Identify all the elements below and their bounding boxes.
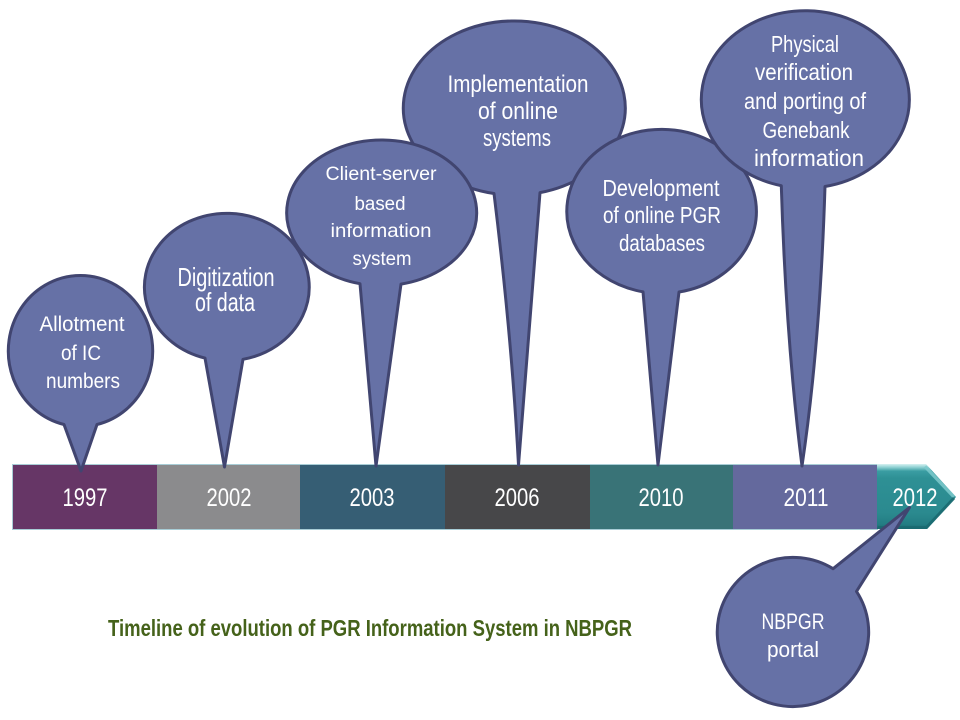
- svg-text:systems: systems: [483, 125, 551, 152]
- svg-text:2010: 2010: [639, 484, 684, 512]
- svg-text:portal: portal: [767, 637, 819, 662]
- svg-text:2002: 2002: [207, 484, 252, 512]
- svg-text:Timeline of evolution of PGR I: Timeline of evolution of PGR Information…: [108, 615, 632, 641]
- svg-text:numbers: numbers: [46, 370, 120, 393]
- svg-text:Physical: Physical: [771, 31, 839, 57]
- svg-text:databases: databases: [619, 230, 705, 256]
- svg-text:of online: of online: [478, 98, 558, 125]
- svg-text:2003: 2003: [350, 484, 395, 512]
- svg-text:NBPGR: NBPGR: [762, 609, 825, 634]
- svg-text:information: information: [331, 221, 432, 242]
- svg-text:of data: of data: [195, 287, 255, 317]
- svg-text:Client-server: Client-server: [326, 164, 438, 185]
- svg-text:Development: Development: [603, 175, 721, 201]
- svg-text:Digitization: Digitization: [178, 262, 275, 292]
- svg-text:based: based: [355, 194, 406, 215]
- svg-text:information: information: [754, 145, 864, 171]
- svg-text:system: system: [353, 249, 412, 270]
- svg-text:2006: 2006: [495, 484, 540, 512]
- svg-text:2011: 2011: [784, 484, 829, 512]
- svg-text:verification: verification: [755, 59, 853, 85]
- svg-text:of online PGR: of online PGR: [603, 202, 721, 228]
- svg-text:1997: 1997: [63, 484, 108, 512]
- svg-text:Implementation: Implementation: [448, 71, 589, 98]
- svg-text:2012: 2012: [893, 484, 938, 512]
- svg-text:Allotment: Allotment: [40, 313, 125, 336]
- svg-text:Genebank: Genebank: [763, 117, 850, 143]
- svg-text:and porting of: and porting of: [744, 88, 867, 114]
- svg-text:of IC: of IC: [61, 342, 101, 365]
